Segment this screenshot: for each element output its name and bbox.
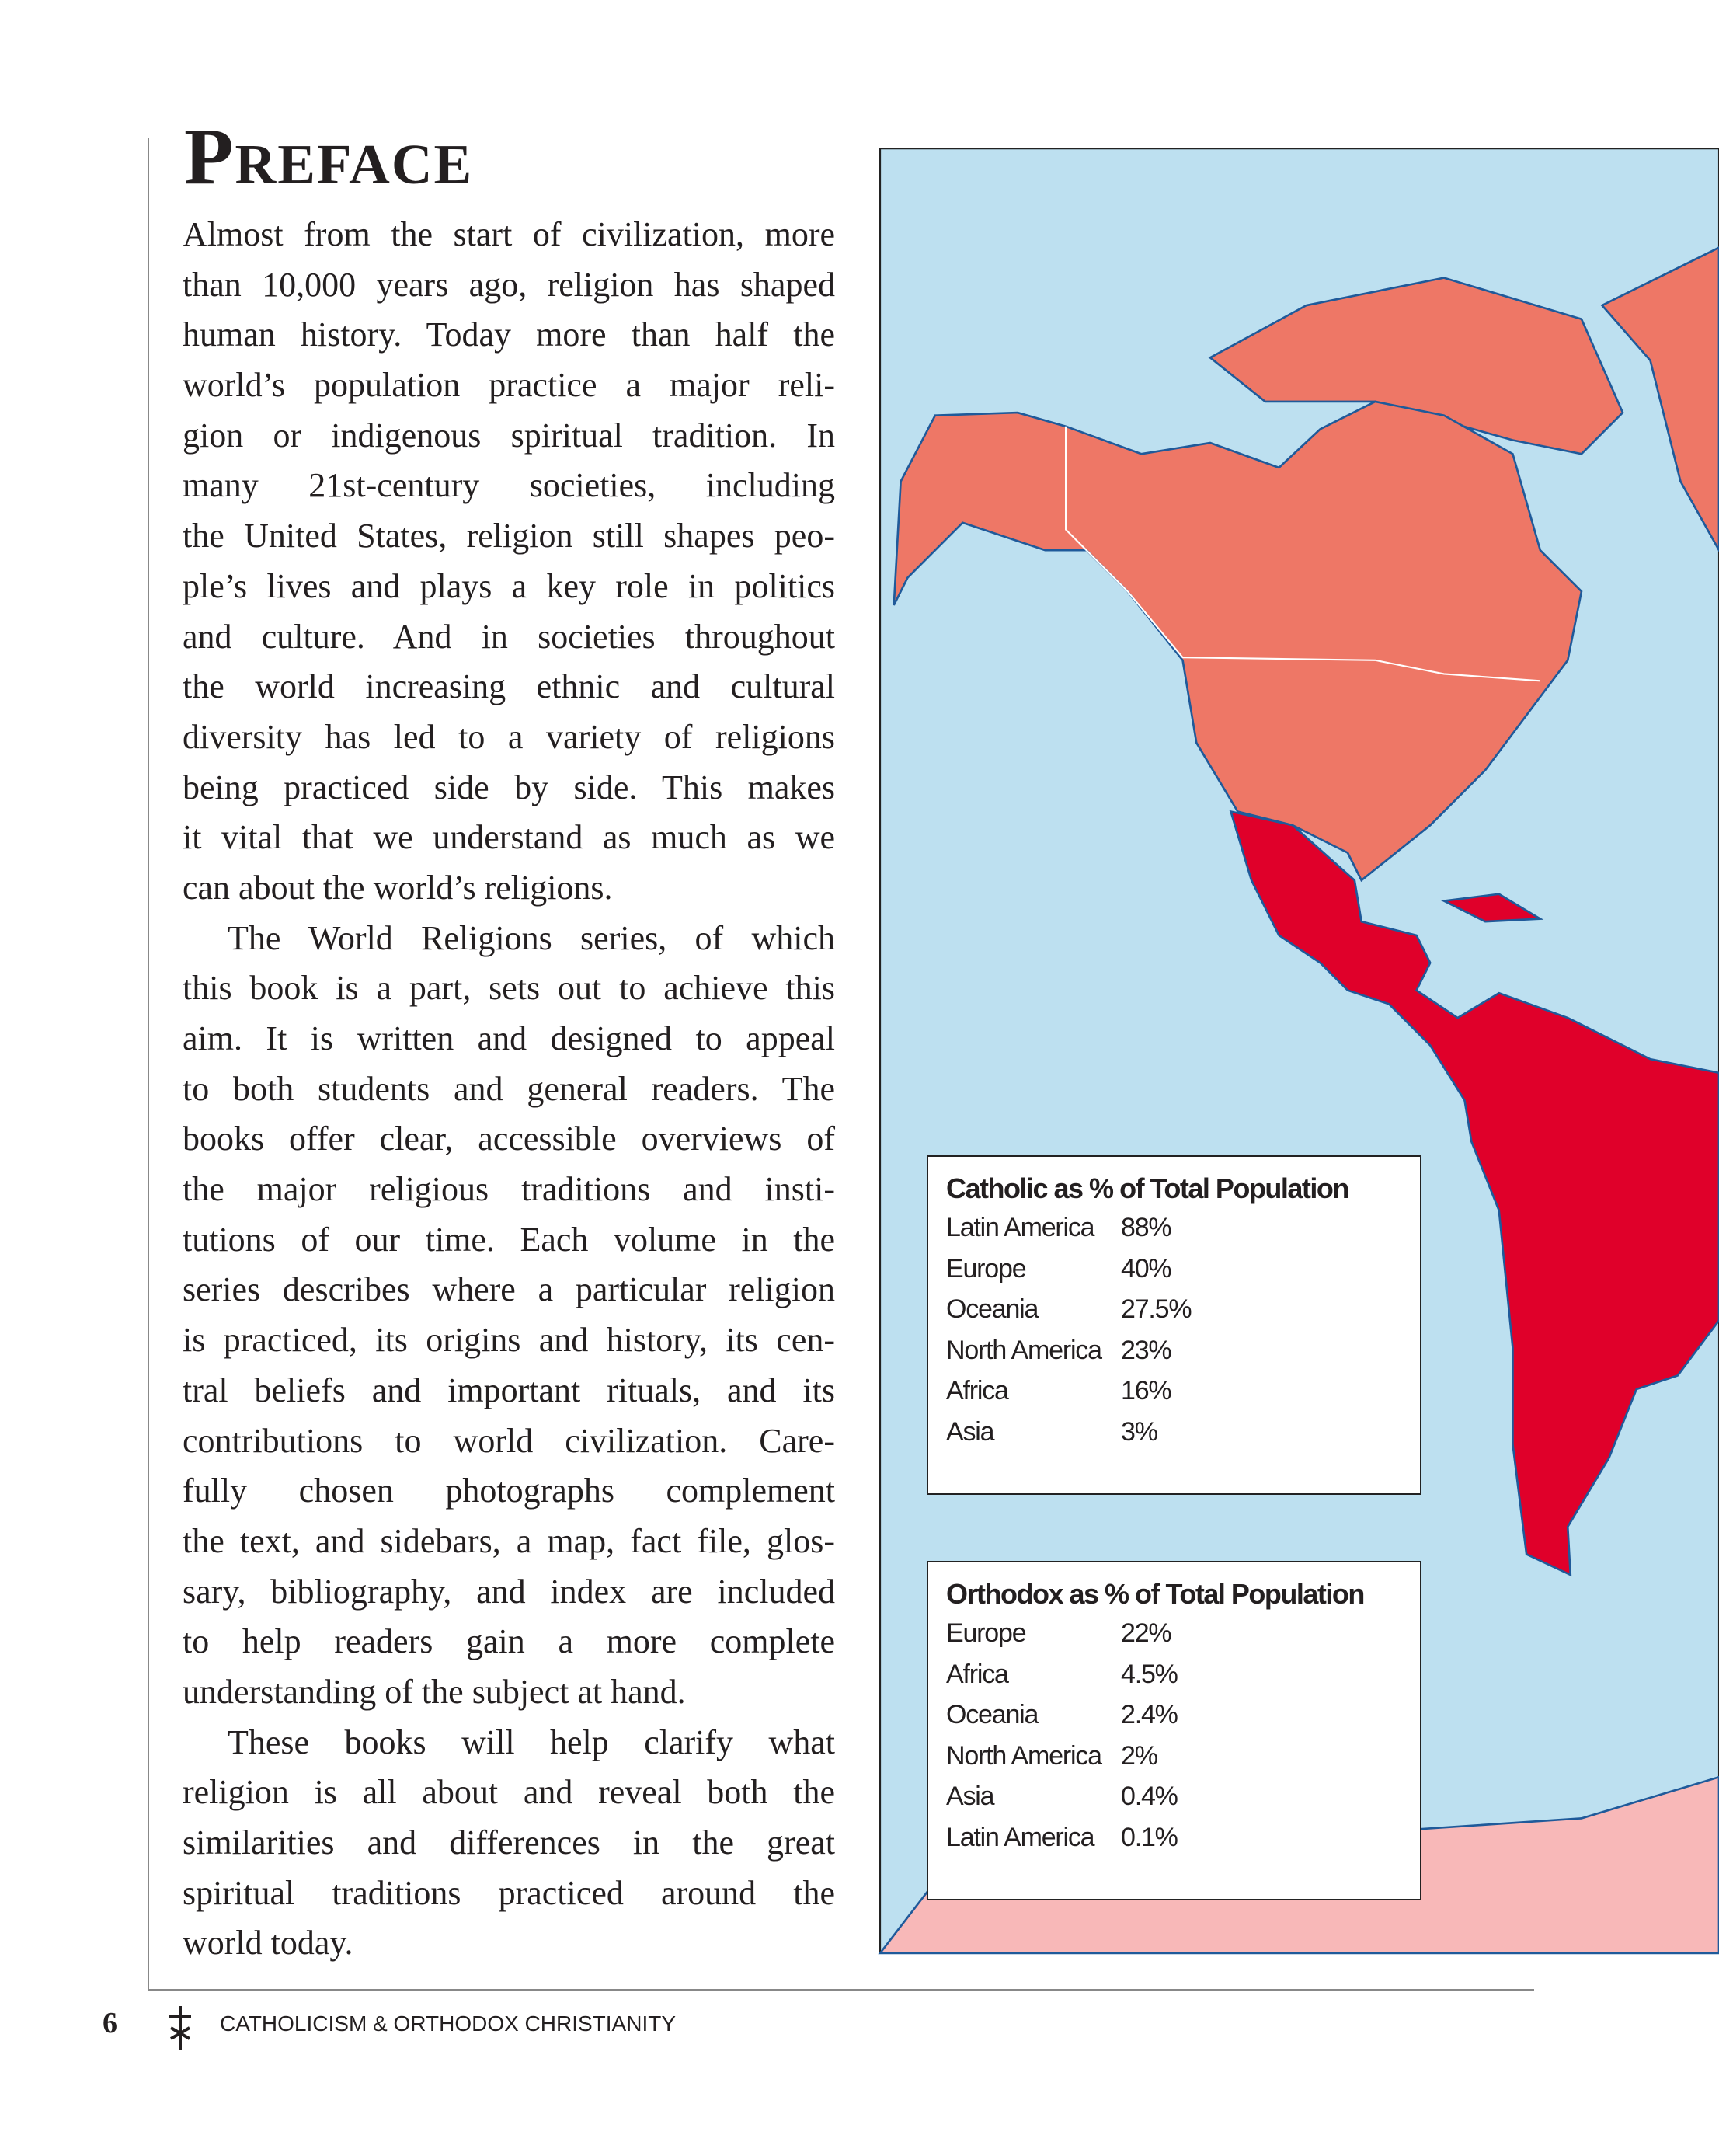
percentage: 4.5% [1121, 1659, 1178, 1689]
text-line: aim. It is written and designed to appea… [183, 1019, 835, 1057]
region: North America [946, 1335, 1102, 1365]
text-line: and culture. And in societies throughout [183, 617, 835, 656]
region: Europe [946, 1618, 1027, 1648]
region: Oceania [946, 1294, 1039, 1324]
greenland [1600, 246, 1719, 552]
legend-box: Orthodox as % of Total Population Europe 2… [927, 1561, 1421, 1900]
text-line: this book is a part, sets out to achieve… [183, 969, 835, 1008]
region: Latin America [946, 1822, 1095, 1852]
text-line: is practiced, its origins and history, i… [183, 1321, 835, 1360]
text-line: understanding of the subject at hand. [183, 1672, 686, 1711]
text-line: tral beliefs and important rituals, and … [183, 1371, 835, 1409]
legend-box: Catholic as % of Total Population Latin A… [927, 1155, 1421, 1495]
percentage: 88% [1121, 1213, 1172, 1242]
text-line: similarities and differences in the grea… [183, 1823, 835, 1862]
region: Asia [946, 1782, 995, 1811]
text-line: books offer clear, accessible overviews … [183, 1120, 835, 1158]
text-line: the major religious traditions and insti… [183, 1170, 835, 1209]
text-line: These books will help clarify what [228, 1722, 835, 1761]
paragraph: Almost from the start of civilization, m… [183, 210, 835, 914]
region: North America [946, 1740, 1102, 1771]
region: Latin America [946, 1213, 1095, 1242]
text-line: than 10,000 years ago, religion has shap… [183, 265, 835, 304]
text-line: fully chosen photographs complement [183, 1472, 835, 1510]
percentage: 16% [1121, 1376, 1172, 1405]
paragraph: The World Religions series, of which this… [183, 914, 835, 1718]
percentage: 22% [1121, 1618, 1172, 1648]
text-line: sary, bibliography, and index are includ… [183, 1572, 835, 1611]
text-line: spiritual traditions practiced around th… [183, 1873, 835, 1912]
text-line: the world increasing ethnic and cultural [183, 667, 835, 706]
margin-rule [148, 138, 149, 1991]
text-line: Almost from the start of civilization, m… [183, 215, 835, 253]
percentage: 40% [1121, 1253, 1172, 1283]
text-line: world today. [183, 1924, 353, 1963]
latin-america [1229, 810, 1719, 1577]
text-line: series describes where a particular reli… [183, 1270, 835, 1309]
page-number: 6 [103, 2007, 117, 2039]
box-title: Orthodox as % of Total Population [946, 1578, 1365, 1610]
region: Europe [946, 1253, 1027, 1283]
text-line: The World Religions series, of which [228, 918, 835, 957]
book-title: CATHOLICISM & ORTHODOX CHRISTIANITY [220, 2011, 677, 2036]
region: Oceania [946, 1700, 1039, 1729]
text-line: contributions to world civilization. Car… [183, 1421, 835, 1460]
text-line: can about the world’s religions. [183, 868, 613, 907]
text-line: diversity has led to a variety of religi… [183, 717, 835, 756]
text-line: human history. Today more than half the [183, 315, 835, 354]
body-text: Almost from the start of civilization, m… [183, 210, 835, 1969]
arctic-islands [1208, 277, 1624, 455]
percentage: 2.4% [1121, 1700, 1178, 1729]
percentage: 0.1% [1121, 1822, 1178, 1852]
footer-rule [148, 1989, 1534, 1991]
region: Africa [946, 1376, 1009, 1405]
text-line: gion or indigenous spiritual tradition. … [183, 416, 835, 455]
text-line: tutions of our time. Each volume in the [183, 1220, 835, 1259]
heading: Preface [184, 112, 474, 201]
percentage: 3% [1121, 1416, 1158, 1447]
text-line: religion is all about and reveal both th… [183, 1773, 835, 1812]
text-line: the United States, religion still shapes… [183, 517, 835, 556]
text-line: being practiced side by side. This makes [183, 768, 835, 806]
footer-icon [169, 2006, 191, 2050]
caribbean [1440, 893, 1544, 923]
text-line: to both students and general readers. Th… [183, 1069, 835, 1108]
text-line: many 21st-century societies, including [183, 466, 835, 505]
percentage: 2% [1121, 1740, 1158, 1771]
text-line: to help readers gain a more complete [183, 1622, 835, 1661]
percentage: 27.5% [1121, 1294, 1192, 1324]
paragraph: These books will help clarify what religi… [183, 1718, 835, 1969]
text-line: the text, and sidebars, a map, fact file… [183, 1521, 835, 1560]
borders [1064, 426, 1540, 682]
text-line: it vital that we understand as much as w… [183, 818, 835, 857]
box-title: Catholic as % of Total Population [946, 1172, 1349, 1204]
percentage: 23% [1121, 1335, 1172, 1365]
region: Asia [946, 1416, 995, 1447]
text-line: world’s population practice a major reli… [183, 366, 835, 405]
percentage: 0.4% [1121, 1782, 1178, 1811]
region: Africa [946, 1659, 1009, 1689]
text-line: ple’s lives and plays a key role in poli… [183, 566, 835, 605]
